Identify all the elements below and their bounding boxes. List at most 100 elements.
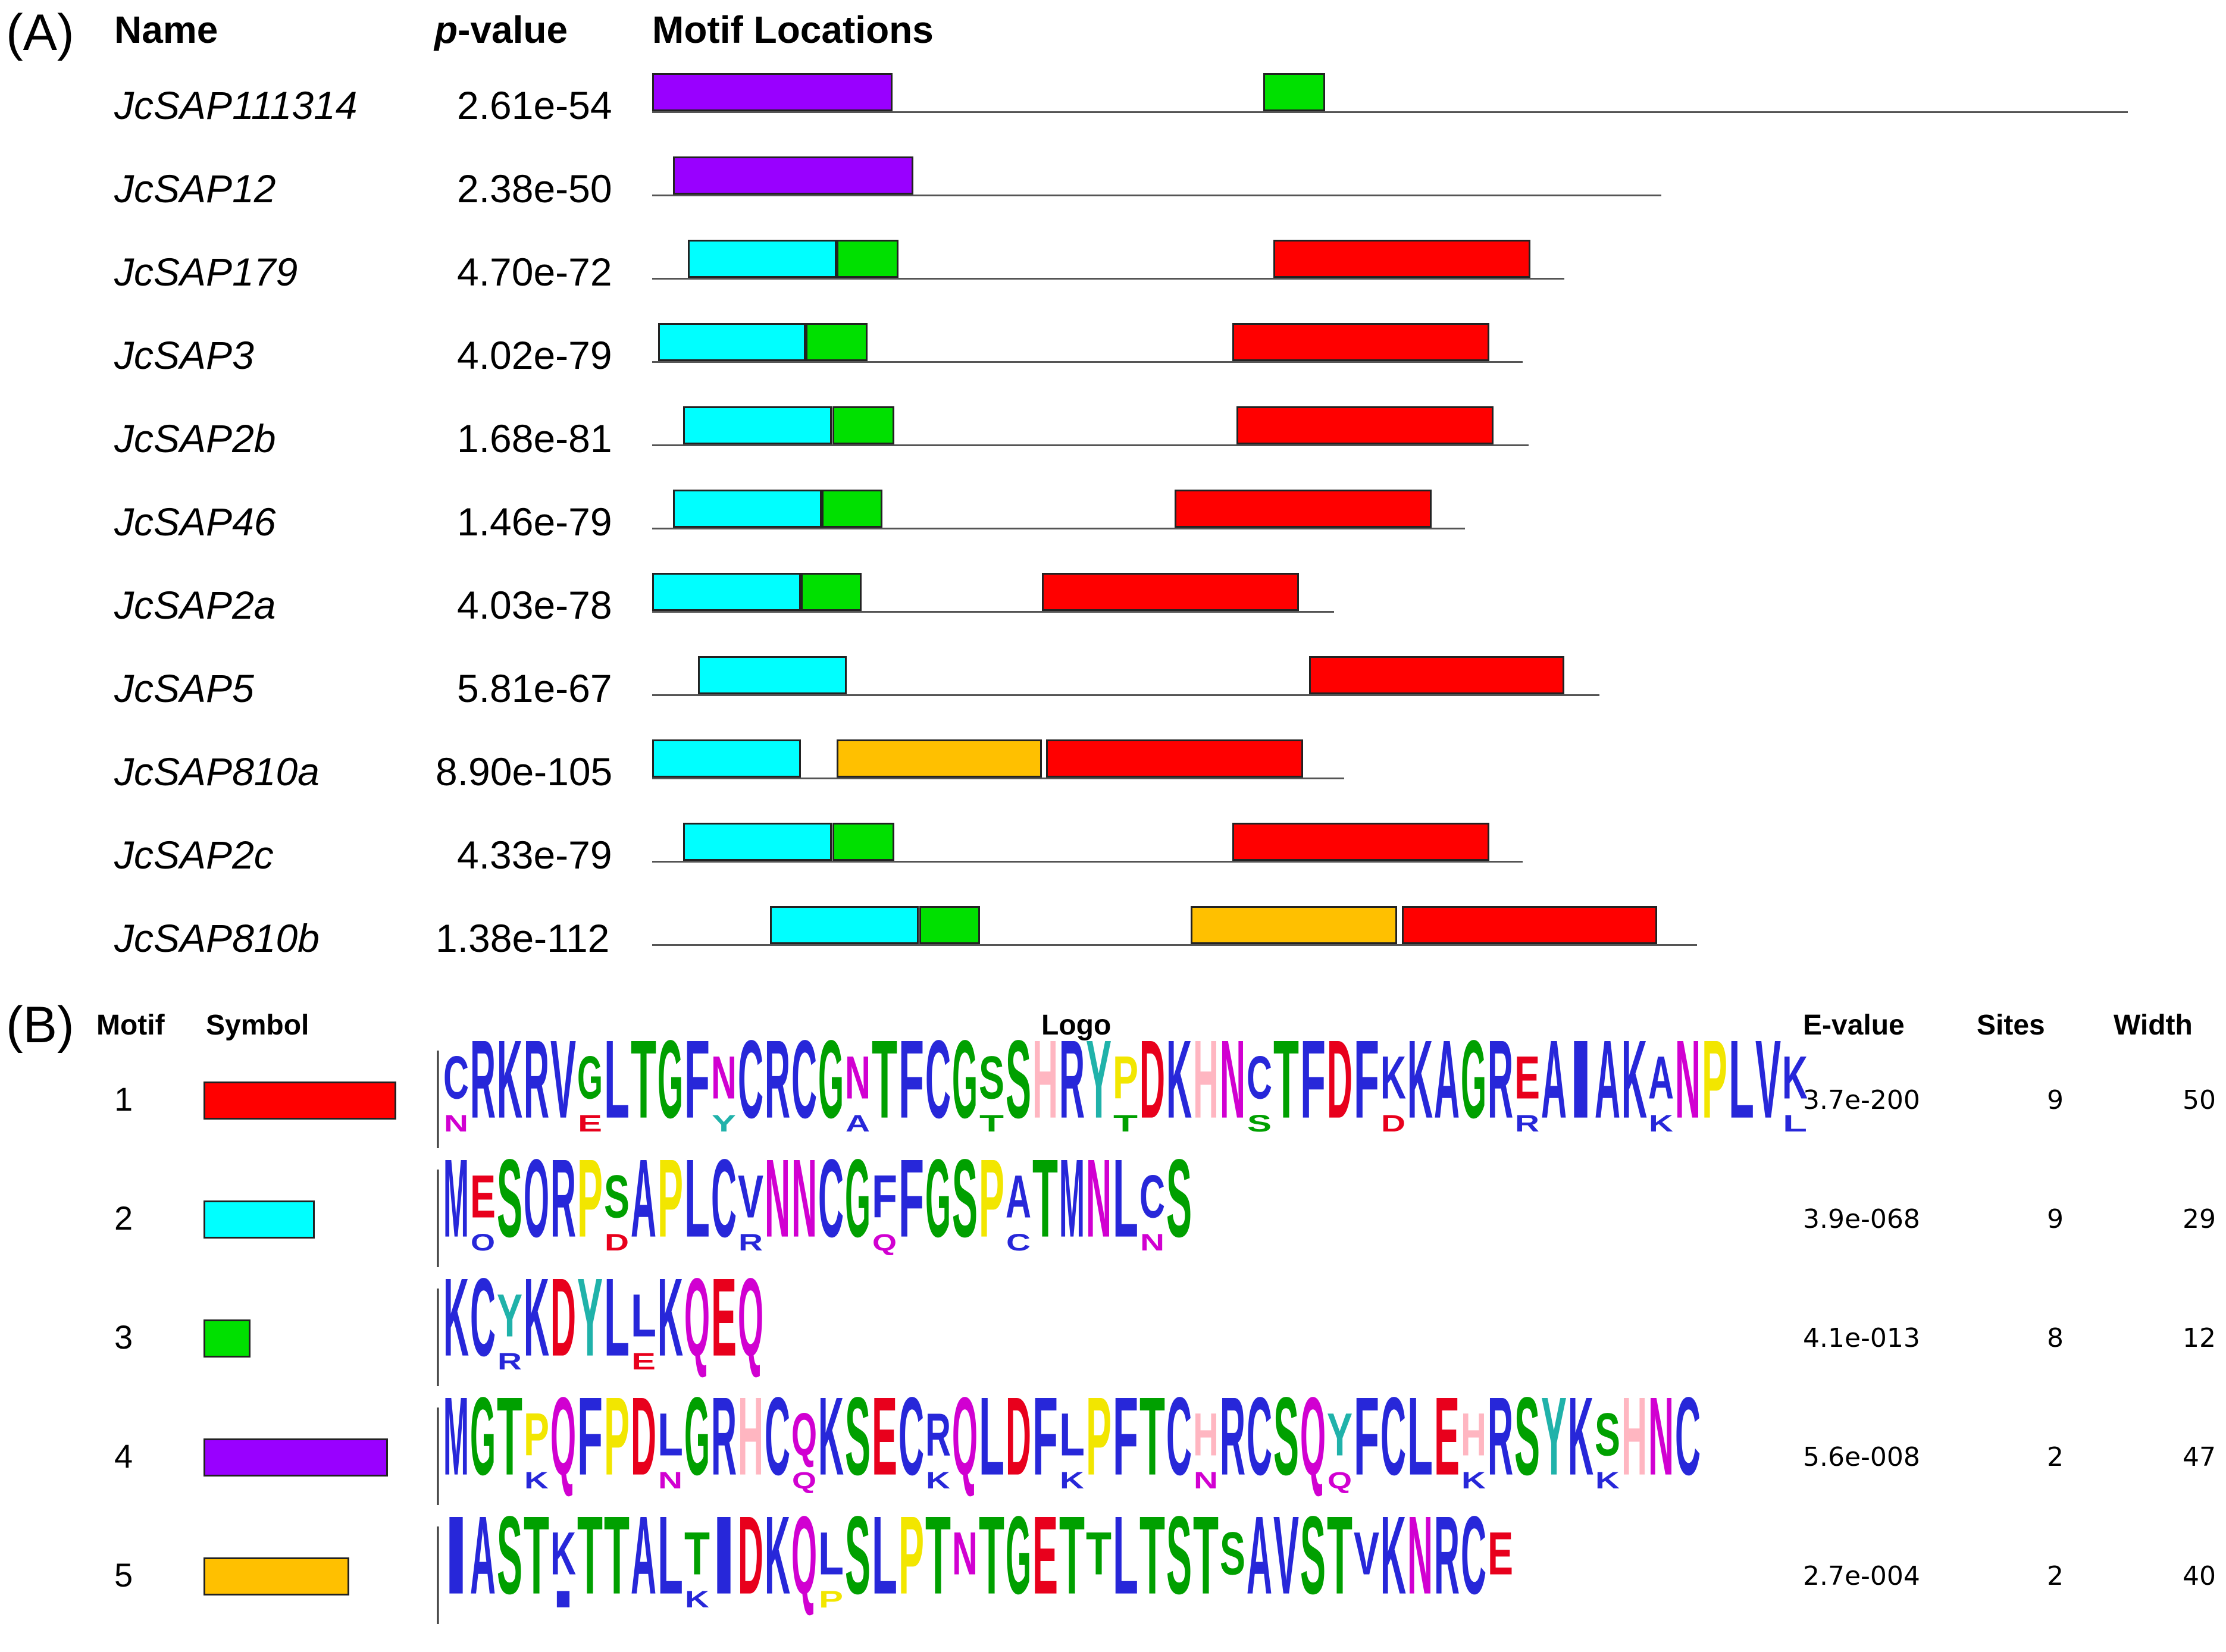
logo-letter: P: [604, 1374, 630, 1499]
logo-letter: T: [524, 1493, 549, 1617]
gene-name: JcSAP111314: [114, 83, 358, 127]
logo-letter: R: [711, 1374, 737, 1499]
motif-3-box: [837, 240, 898, 278]
logo-letter: G: [658, 1017, 683, 1142]
e-value: 5.6e-008: [1803, 1442, 1920, 1472]
logo-letter: G: [684, 1374, 710, 1499]
logo-letter: C: [791, 1017, 817, 1142]
motif-4-box: [652, 73, 893, 111]
logo-letter: M: [443, 1136, 469, 1261]
logo-letter: Q: [684, 1255, 710, 1380]
logo-letter: Q: [791, 1493, 817, 1617]
motif-3-box: [1263, 73, 1325, 111]
sequence-line: [652, 278, 1564, 280]
logo-letter: T: [1327, 1493, 1352, 1617]
logo-letter: T: [631, 1017, 656, 1142]
logo-letter: C: [1380, 1374, 1406, 1499]
logo-letter: V: [1273, 1493, 1299, 1617]
logo-letter: T: [979, 1493, 1004, 1617]
motif-2-box: [688, 240, 837, 278]
logo-letter: G: [577, 1045, 603, 1112]
gene-name: JcSAP810b: [114, 916, 320, 960]
logo-letter: L: [1113, 1136, 1138, 1261]
panel-a-label: (A): [6, 4, 74, 61]
logo-letter: D: [1327, 1017, 1352, 1142]
gene-name: JcSAP46: [114, 500, 276, 544]
logo-letter-minor: N: [1194, 1468, 1218, 1494]
motif-3-box: [822, 490, 882, 528]
logo-letter: D: [1006, 1374, 1031, 1499]
logo-letter: K: [524, 1255, 549, 1380]
sequence-line: [652, 611, 1334, 613]
logo-letter: N: [711, 1045, 737, 1112]
logo-letter: O: [524, 1136, 549, 1261]
logo-letter-minor: R: [497, 1349, 522, 1375]
logo-letter-minor: N: [658, 1468, 682, 1494]
sequence-line: [652, 444, 1529, 446]
gene-name: JcSAP2c: [114, 833, 274, 877]
logo-letter: K: [1568, 1374, 1593, 1499]
logo-letter-minor: P: [819, 1587, 843, 1613]
sequence-line: [652, 861, 1523, 863]
logo-letter: Q: [952, 1374, 978, 1499]
motif-4-box: [673, 156, 913, 195]
logo-letter: S: [1595, 1402, 1620, 1469]
logo-letter: N: [791, 1136, 817, 1261]
logo-letter: T: [872, 1017, 897, 1142]
width-header: Width: [2114, 1010, 2193, 1041]
logo-letter: F: [872, 1164, 897, 1231]
e-value: 4.1e-013: [1803, 1323, 1920, 1353]
sites-count: 9: [2047, 1085, 2064, 1115]
logo-letter: L: [604, 1017, 630, 1142]
logo-letter: D: [738, 1493, 763, 1617]
gene-name: JcSAP12: [114, 167, 276, 211]
logo-letter: P: [1113, 1045, 1138, 1112]
logo-letter: Y: [1541, 1374, 1567, 1499]
logo-letter: Y: [1086, 1017, 1112, 1142]
logo-letter-minor: C: [1006, 1230, 1031, 1256]
motif-2-box: [698, 656, 847, 694]
motif-2-box: [658, 323, 806, 361]
logo-letter: T: [1032, 1136, 1058, 1261]
logo-letter: R: [1059, 1017, 1085, 1142]
logo-letter-minor: K: [685, 1587, 709, 1613]
logo-letter: F: [898, 1017, 924, 1142]
logo-letter: F: [898, 1136, 924, 1261]
logo-header: Logo: [1041, 1010, 1112, 1041]
logo-letter: G: [818, 1017, 844, 1142]
logo-letter: R: [550, 1136, 576, 1261]
logo-letter: P: [658, 1136, 683, 1261]
logo-letter: C: [1166, 1374, 1192, 1499]
logo-letter-minor: K: [524, 1468, 549, 1494]
logo-letter: C: [818, 1136, 844, 1261]
logo-letter: L: [1113, 1493, 1138, 1617]
sequence-line: [652, 361, 1523, 363]
sequence-line: [652, 195, 1661, 196]
motif-width: 29: [2183, 1204, 2216, 1234]
sequence-line: [652, 778, 1344, 779]
logo-letter: S: [604, 1164, 630, 1231]
motif-1-box: [1175, 490, 1432, 528]
motif-number: 3: [114, 1318, 133, 1356]
logo-letter: D: [1139, 1017, 1165, 1142]
logo-letter: E: [711, 1255, 737, 1380]
logo-letter: D: [631, 1374, 656, 1499]
logo-letter: L: [818, 1521, 844, 1588]
logo-letter: N: [1086, 1136, 1112, 1261]
logo-letter: N: [1220, 1017, 1245, 1142]
logo-letter-minor: Y: [712, 1111, 736, 1137]
motif-1-box: [1236, 406, 1494, 444]
logo-letter: L: [658, 1493, 683, 1617]
logo-letter: I: [1568, 1017, 1593, 1142]
logo-letter: C: [738, 1017, 763, 1142]
logo-letter: K: [818, 1374, 844, 1499]
logo-letter: R: [1434, 1493, 1460, 1617]
motif-1-box: [1309, 656, 1564, 694]
logo-letter: K: [1407, 1017, 1433, 1142]
logo-letter: P: [898, 1493, 924, 1617]
logo-letter: F: [1300, 1017, 1326, 1142]
logo-letter: K: [443, 1255, 469, 1380]
logo-letter: S: [1273, 1374, 1299, 1499]
motif-symbol: [203, 1319, 251, 1358]
motif-number: 2: [114, 1199, 133, 1237]
